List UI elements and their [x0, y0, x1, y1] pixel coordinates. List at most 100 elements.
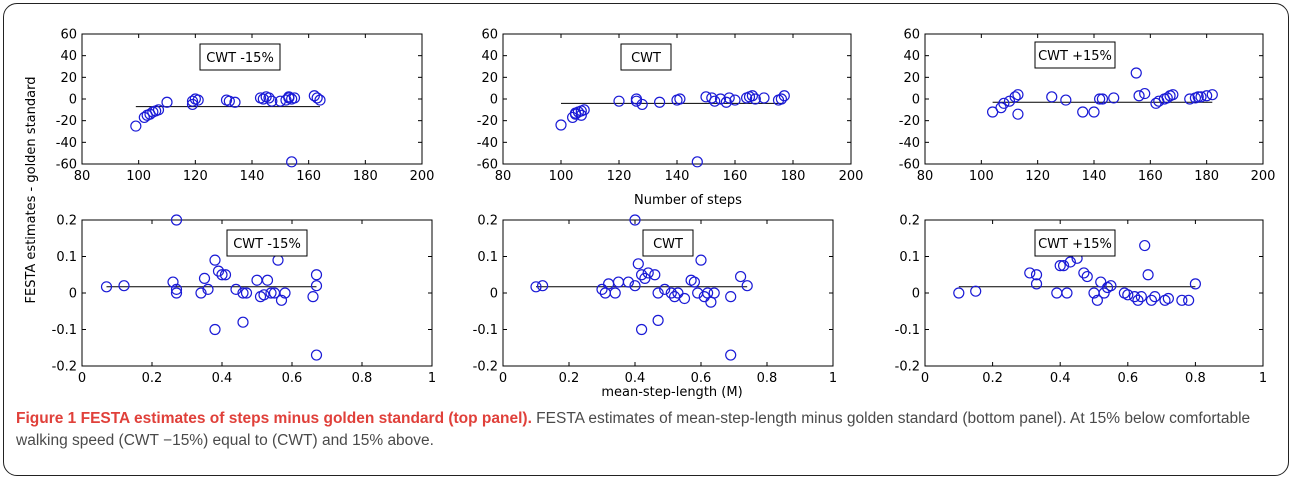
x-tick-label: 0	[78, 371, 86, 386]
x-tick-label: 180	[781, 169, 806, 184]
x-tick-label: 120	[183, 169, 208, 184]
data-point	[209, 323, 221, 336]
y-tick-label: 0.1	[477, 250, 498, 265]
caption-body: FESTA estimates of mean-step-length minu…	[16, 410, 1251, 449]
x-tick-label: 0.4	[1050, 371, 1071, 386]
data-point	[652, 314, 664, 326]
data-point	[223, 95, 235, 107]
data-point	[688, 276, 701, 288]
data-point	[536, 280, 549, 292]
data-point	[652, 287, 664, 299]
data-point	[636, 98, 648, 111]
data-point	[691, 156, 703, 168]
data-point	[1105, 280, 1117, 292]
data-point	[1098, 287, 1110, 299]
x-tick-label: 0.8	[352, 371, 373, 386]
data-point	[678, 292, 691, 305]
data-point	[609, 287, 621, 299]
y-tick-label: 0.1	[56, 250, 77, 265]
data-point	[240, 287, 253, 299]
data-point	[723, 92, 735, 104]
x-tick-label: 160	[296, 169, 321, 184]
data-point	[530, 281, 542, 293]
data-point	[709, 95, 721, 107]
data-point	[1192, 91, 1204, 103]
data-point	[622, 276, 635, 288]
plot-area	[502, 33, 852, 165]
x-tick-label: 200	[839, 169, 864, 184]
data-point	[1060, 94, 1072, 106]
annotation-box	[1034, 229, 1116, 257]
y-tick-label: -60	[899, 158, 920, 173]
annotation-label: CWT -15%	[206, 51, 274, 66]
figure-frame	[3, 3, 1289, 476]
data-point	[1012, 108, 1024, 120]
y-tick-label: 0	[69, 287, 77, 302]
x-tick-label: 0	[921, 371, 929, 386]
y-tick-label: 0.2	[56, 214, 77, 229]
data-point	[1139, 239, 1151, 252]
data-point	[237, 316, 249, 328]
x-tick-label: 100	[969, 169, 994, 184]
data-point	[198, 272, 211, 284]
figure-svg: FESTA estimates - golden standard Number…	[24, 28, 1275, 401]
data-point	[649, 269, 661, 281]
y-tick-label: 0	[69, 93, 77, 108]
x-tick-label: 80	[917, 169, 934, 184]
panel-top-cwt: 80 100 120 140 160 180 200 -60 -40 -20 0 20 40 60 CWT	[477, 28, 864, 185]
data-point	[639, 272, 651, 284]
panel-bottom-cwt-plus15: 0 0.2 0.4 0.6 0.8 1 -0.2 -0.1 0 0.1 0.2 CWT +15%	[895, 214, 1268, 387]
x-tick-label: 140	[1082, 169, 1107, 184]
data-point	[635, 269, 648, 281]
x-tick-label: 0.8	[1185, 371, 1206, 386]
data-point	[314, 94, 326, 106]
y-tick-label: -0.1	[52, 323, 77, 338]
data-point	[1064, 256, 1076, 268]
data-point	[998, 97, 1010, 109]
data-point	[642, 267, 654, 279]
data-point	[700, 91, 712, 103]
figure-caption: Figure 1 FESTA estimates of steps minus …	[16, 408, 1272, 452]
panel-bottom-cwt-minus15: 0 0.2 0.4 0.6 0.8 1 -0.2 -0.1 0 0.1 0.2 CWT -15%	[52, 214, 437, 387]
annotation-label: CWT	[653, 237, 683, 252]
data-point	[1030, 278, 1043, 290]
data-point	[212, 265, 225, 277]
data-point	[1009, 91, 1021, 103]
data-point	[635, 323, 648, 336]
data-point	[1135, 291, 1147, 303]
data-point	[230, 283, 242, 295]
data-point	[1189, 278, 1202, 290]
data-point	[1046, 91, 1058, 103]
x-tick-label: 140	[665, 169, 690, 184]
x-tick-label: 100	[549, 169, 574, 184]
data-point	[632, 258, 644, 270]
data-point	[286, 156, 298, 168]
annotation-label: CWT +15%	[1038, 237, 1112, 252]
data-point	[1095, 276, 1107, 288]
data-point	[1130, 67, 1142, 79]
data-point	[161, 96, 173, 108]
y-tick-label: 60	[60, 28, 77, 43]
data-point	[167, 276, 179, 288]
x-tick-label: 160	[723, 169, 748, 184]
data-point	[1162, 292, 1174, 305]
y-tick-label: -40	[899, 136, 920, 151]
data-point	[258, 289, 270, 301]
data-point	[195, 287, 207, 299]
data-point	[100, 281, 113, 293]
data-point	[613, 95, 625, 107]
data-point	[308, 90, 320, 102]
x-tick-label: 200	[410, 169, 435, 184]
data-point	[1183, 294, 1195, 306]
y-tick-label: -0.1	[473, 323, 498, 338]
y-tick-label: 0.2	[477, 214, 498, 229]
data-point	[1088, 106, 1100, 118]
data-point	[1139, 87, 1151, 100]
data-point	[170, 214, 183, 226]
data-point	[725, 291, 737, 303]
data-point	[659, 283, 671, 295]
data-point	[1003, 95, 1016, 107]
y-tick-label: -20	[899, 114, 920, 129]
data-point	[706, 92, 718, 104]
x-tick-label: 1	[1259, 371, 1267, 386]
